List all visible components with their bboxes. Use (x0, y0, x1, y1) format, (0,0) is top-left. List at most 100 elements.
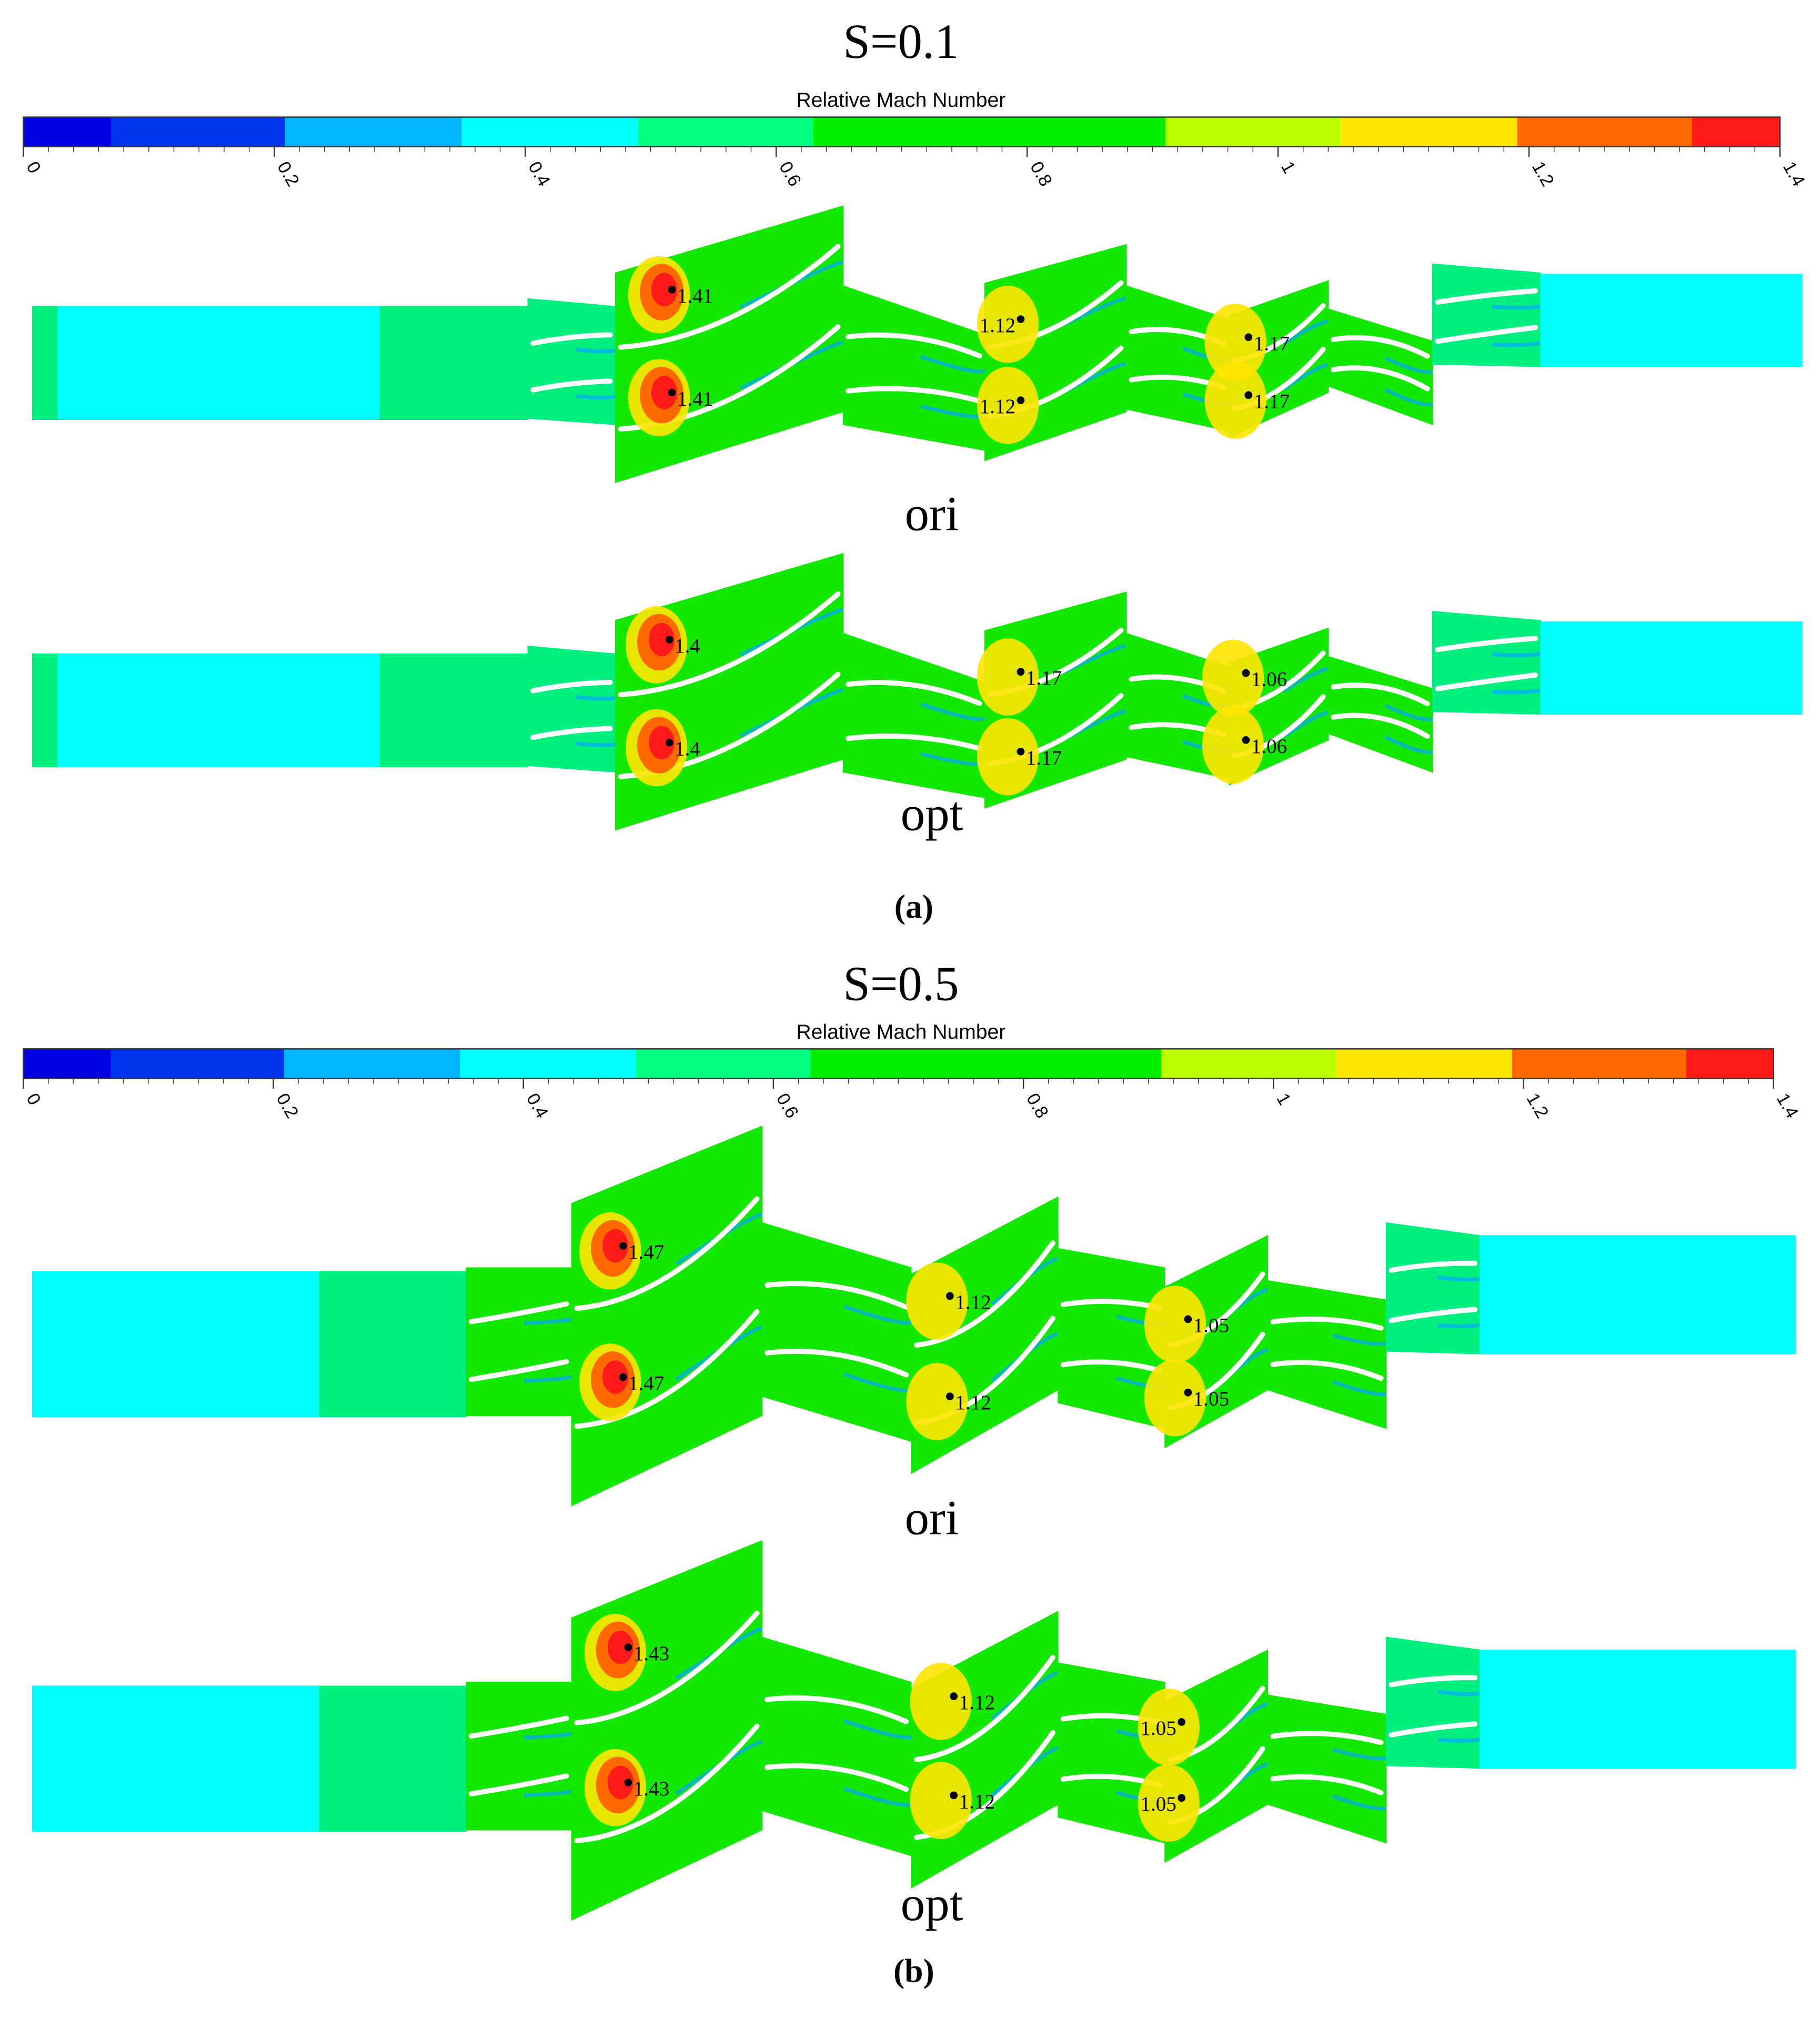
panel-title: S=0.5 (843, 957, 959, 1011)
blade (574, 1610, 760, 1725)
flow-region (1480, 1235, 1796, 1354)
probe-value: 1.12 (959, 1790, 994, 1813)
probe-point (1017, 315, 1025, 323)
wake (524, 1375, 572, 1383)
wake (1332, 1380, 1387, 1397)
blade (1389, 1260, 1478, 1273)
probe-point (946, 1292, 954, 1300)
probe-point (1017, 396, 1025, 404)
hotspot (651, 273, 677, 307)
colorbar-tick-label: 1.2 (1528, 158, 1558, 190)
probe-point (1178, 1718, 1185, 1726)
probe-value: 1.12 (955, 1291, 991, 1313)
hotspot (607, 1765, 634, 1800)
colorbar-tick-label: 0.2 (273, 158, 303, 190)
probe-value: 1.05 (1193, 1314, 1229, 1337)
probe-point (619, 1242, 627, 1250)
probe-value: 1.12 (959, 1691, 994, 1714)
probe-point (624, 1643, 632, 1651)
probe-point (668, 285, 676, 294)
colorbar-segment (23, 117, 112, 147)
colorbar-label: Relative Mach Number (796, 89, 1005, 112)
probe-value: 1.17 (1254, 390, 1290, 413)
flow-region (319, 1271, 467, 1418)
colorbar-segment (1512, 1049, 1687, 1079)
colorbar-label: Relative Mach Number (796, 1021, 1005, 1043)
colorbar-segment (810, 1049, 1162, 1079)
wake (739, 688, 844, 738)
hotspot (1204, 304, 1266, 381)
colorbar-segment (813, 117, 1166, 147)
hotspot (602, 1360, 628, 1394)
colorbar-tick-label: 0.4 (524, 158, 554, 190)
hotspot (977, 285, 1039, 363)
flow-region (1385, 1222, 1481, 1354)
wake (1282, 363, 1329, 391)
flow-region (1480, 1649, 1796, 1769)
hotspot (1144, 1359, 1206, 1437)
blade (765, 1281, 909, 1310)
blade (468, 1715, 569, 1739)
colorbar-segment (636, 1049, 811, 1079)
probe-value: 1.47 (628, 1241, 664, 1263)
colorbar-segment (1341, 117, 1518, 147)
flow-region (527, 646, 616, 773)
probe-point (1244, 333, 1253, 342)
probe-point (1184, 1389, 1192, 1397)
wake (675, 1212, 763, 1266)
colorbar-tick-label: 1.4 (1773, 1090, 1803, 1121)
probe-point (665, 636, 673, 644)
blade (1389, 1721, 1478, 1738)
wake (576, 695, 616, 701)
flow-field: 1.41 1.41 1.12 1.12 1.17 1.17 (32, 205, 1803, 484)
wake (675, 1740, 763, 1795)
wake (1384, 387, 1433, 407)
probe-value: 1.12 (980, 314, 1015, 337)
wake (1492, 688, 1541, 695)
colorbar-segment (110, 1049, 285, 1079)
colorbar-segment (284, 1049, 461, 1079)
hotspot (1202, 639, 1264, 717)
hotspot (977, 638, 1039, 716)
colorbar-segment (1165, 117, 1342, 147)
flow-region (57, 653, 380, 768)
flow-region (1540, 621, 1803, 715)
flow-region (32, 1271, 320, 1418)
colorbar-tick-label: 0.2 (272, 1090, 302, 1121)
probe-value: 1.41 (677, 387, 713, 410)
colorbar-segment (1686, 1049, 1774, 1079)
wake (675, 1627, 763, 1680)
probe-value: 1.4 (675, 738, 700, 760)
wake (1332, 1794, 1387, 1811)
wake (524, 1317, 572, 1326)
wake (675, 1325, 763, 1381)
blade (846, 680, 982, 706)
probe-value: 1.4 (675, 635, 700, 657)
blade (468, 1773, 569, 1796)
panel-caption: (a) (894, 888, 933, 925)
probe-value: 1.17 (1026, 747, 1062, 769)
probe-value: 1.12 (955, 1391, 991, 1414)
blade (530, 726, 613, 740)
blade (1435, 672, 1539, 691)
blade (1435, 636, 1539, 652)
probe-point (950, 1791, 958, 1800)
flow-region (1540, 274, 1803, 367)
flow-field: 1.43 1.43 1.12 1.12 1.05 1.05 (32, 1540, 1796, 1921)
wake (843, 1786, 912, 1807)
colorbar-segment (461, 117, 639, 147)
blade (1435, 288, 1539, 305)
probe-value: 1.47 (628, 1372, 664, 1394)
blade (1435, 325, 1539, 344)
blade (1270, 1360, 1384, 1381)
wake (1332, 1333, 1387, 1346)
hotspot (602, 1229, 628, 1263)
colorbar-segment (1692, 117, 1781, 147)
hotspot (977, 718, 1039, 796)
wake (990, 1671, 1059, 1721)
row-label: ori (904, 487, 959, 541)
hotspot (1138, 1688, 1200, 1766)
colorbar-tick-label: 0.6 (775, 158, 805, 190)
wake (1492, 304, 1541, 310)
probe-value: 1.41 (677, 285, 713, 307)
